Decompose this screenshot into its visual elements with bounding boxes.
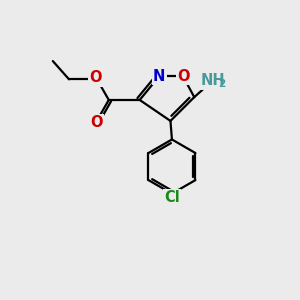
- Text: N: N: [153, 69, 166, 84]
- Text: Cl: Cl: [164, 190, 180, 205]
- Text: NH: NH: [200, 74, 225, 88]
- Text: 2: 2: [218, 80, 226, 89]
- Text: O: O: [91, 116, 103, 130]
- Text: O: O: [89, 70, 102, 86]
- Text: O: O: [177, 69, 189, 84]
